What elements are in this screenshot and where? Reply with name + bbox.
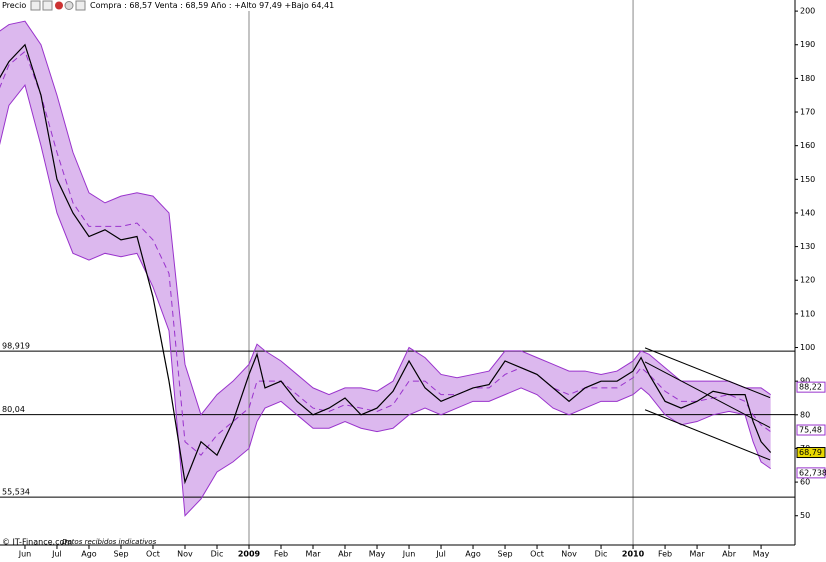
toolbar-label: Precio	[2, 1, 26, 10]
icon-wrench[interactable]	[30, 0, 41, 11]
y-tick-label: 130	[800, 242, 815, 251]
y-tick-label: 180	[800, 74, 815, 83]
y-tick-label: 80	[800, 410, 810, 419]
x-tick-label: Mar	[305, 550, 321, 559]
x-tick-label: Sep	[113, 550, 128, 559]
price-line	[0, 43, 772, 485]
price-marker-label: 88,22	[799, 383, 822, 392]
trendline	[644, 347, 771, 399]
level-label: 80,04	[2, 405, 25, 414]
level-label: 55,534	[2, 488, 30, 497]
icon-zoom[interactable]	[64, 1, 74, 10]
x-tick-label: Ago	[465, 550, 481, 559]
price-marker-label: 75,48	[799, 426, 822, 435]
footer-source: © IT-Finance.com	[2, 538, 72, 547]
band-fill	[0, 21, 771, 516]
y-tick-label: 170	[800, 108, 815, 117]
x-tick-label: Abr	[338, 550, 353, 559]
price-marker	[796, 467, 826, 479]
y-tick-label: 150	[800, 175, 815, 184]
x-tick-label: Jun	[402, 550, 416, 559]
y-tick-label: 100	[800, 343, 815, 352]
x-tick-label: Feb	[274, 550, 288, 559]
x-tick-label: Jul	[435, 550, 446, 559]
y-tick-label: 140	[800, 208, 815, 217]
x-tick-label: Jul	[51, 550, 62, 559]
band-edge	[0, 20, 771, 416]
price-marker-label: 62,738	[799, 468, 826, 477]
price-marker	[796, 424, 826, 436]
toolbar	[0, 0, 280, 11]
y-tick-label: 190	[800, 40, 815, 49]
x-tick-label: May	[369, 550, 386, 559]
y-tick-label: 60	[800, 478, 810, 487]
x-tick-label: Dic	[211, 550, 224, 559]
y-tick-label: 120	[800, 276, 815, 285]
x-tick-label: Sep	[497, 550, 512, 559]
x-tick-label: Mar	[690, 550, 706, 559]
price-marker-label: 68,79	[799, 448, 822, 457]
price-marker	[796, 381, 826, 393]
x-tick-label: Oct	[146, 550, 160, 559]
x-tick-label: Oct	[530, 550, 544, 559]
level-label: 98,919	[2, 342, 30, 351]
y-tick-label: 110	[800, 309, 815, 318]
y-tick-label: 50	[800, 511, 810, 520]
toolbar-info: Compra : 68,57 Venta : 68,59 Año : +Alto…	[90, 1, 334, 10]
y-tick-label: 90	[800, 377, 810, 386]
plot-area: 98,919 80,04 55,534	[0, 0, 795, 545]
x-tick-label: 2010	[622, 550, 645, 559]
trendline	[644, 361, 771, 429]
x-tick-label: Ago	[81, 550, 97, 559]
icon-settings[interactable]	[75, 0, 86, 11]
band-edge	[0, 84, 771, 517]
x-tick-label: Feb	[658, 550, 672, 559]
price-marker	[796, 447, 826, 459]
y-tick-label: 200	[800, 7, 815, 16]
moving-average	[0, 50, 771, 456]
x-tick-label: Nov	[561, 550, 577, 559]
x-tick-label: 2009	[238, 550, 261, 559]
x-tick-label: Nov	[177, 550, 193, 559]
x-tick-label: Dic	[595, 550, 608, 559]
x-tick-label: May	[753, 550, 770, 559]
icon-close[interactable]	[55, 1, 63, 10]
x-tick-label: Jun	[18, 550, 32, 559]
icon-edit[interactable]	[42, 0, 53, 11]
y-tick-label: 160	[800, 141, 815, 150]
trendline	[644, 409, 771, 461]
x-tick-label: Abr	[722, 550, 737, 559]
toolbar-icons[interactable]	[30, 0, 86, 11]
footer-note: Datos recibidos indicativos	[62, 538, 157, 546]
